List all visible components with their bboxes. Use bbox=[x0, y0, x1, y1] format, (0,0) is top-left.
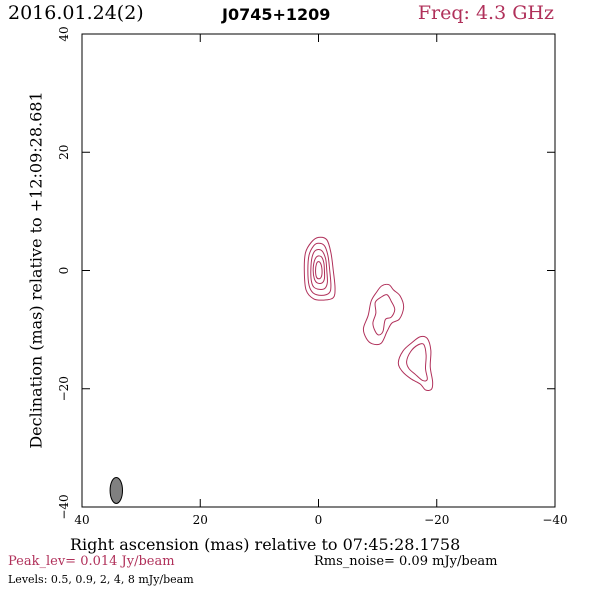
x-tick-label: −40 bbox=[542, 513, 567, 527]
frequency-label: Freq: 4.3 GHz bbox=[417, 2, 554, 24]
peak-level: Peak_lev= 0.014 Jy/beam bbox=[8, 554, 175, 569]
jet-knot-2-contour-1 bbox=[397, 335, 434, 391]
y-tick-label: 0 bbox=[57, 267, 71, 275]
plot-frame bbox=[81, 33, 556, 508]
y-tick-label: −40 bbox=[57, 494, 71, 519]
beam-ellipse bbox=[109, 476, 124, 504]
core-contour-2 bbox=[307, 242, 332, 296]
x-tick-label: −20 bbox=[424, 513, 449, 527]
x-axis-label: Right ascension (mas) relative to 07:45:… bbox=[70, 535, 461, 554]
core-contour-5 bbox=[315, 261, 323, 280]
y-axis-label: Declination (mas) relative to +12:09:28.… bbox=[26, 91, 46, 449]
y-tick-label: 40 bbox=[57, 26, 71, 41]
jet-knot-2-contour-2 bbox=[406, 343, 428, 382]
y-tick-label: 20 bbox=[57, 145, 71, 160]
jet-knot-1-contour-2 bbox=[372, 294, 396, 336]
observation-date: 2016.01.24(2) bbox=[8, 2, 144, 24]
jet-knot-1-contour-1 bbox=[362, 283, 405, 346]
x-tick-label: 40 bbox=[74, 513, 89, 527]
core-contour-1 bbox=[303, 236, 336, 301]
x-tick-label: 20 bbox=[193, 513, 208, 527]
core-contour-3 bbox=[310, 248, 328, 290]
y-tick-label: −20 bbox=[57, 376, 71, 401]
contour-levels: Levels: 0.5, 0.9, 2, 4, 8 mJy/beam bbox=[8, 573, 194, 586]
source-name: J0745+1209 bbox=[222, 5, 331, 24]
rms-noise: Rms_noise= 0.09 mJy/beam bbox=[314, 554, 498, 569]
core-contour-4 bbox=[312, 255, 326, 284]
x-tick-label: 0 bbox=[315, 513, 323, 527]
